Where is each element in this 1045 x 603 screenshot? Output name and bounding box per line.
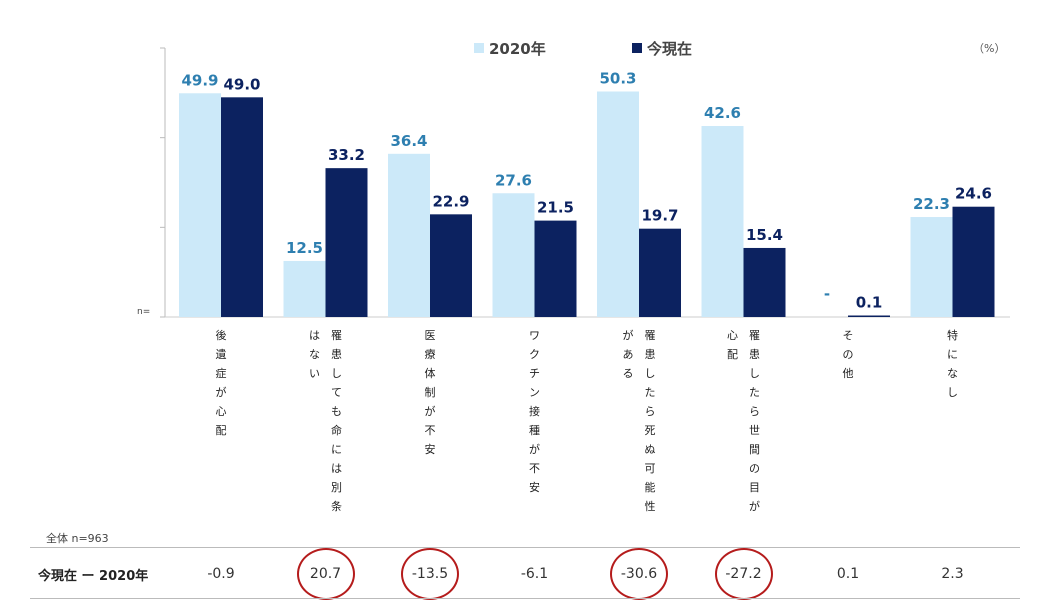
bar-now (221, 97, 263, 317)
category-label: 罹 患 し た ら 死 ぬ 可 能 性 (644, 329, 656, 513)
diff-col-separator (375, 548, 380, 549)
diff-col-separator (480, 548, 485, 549)
diff-col-separator (898, 548, 903, 549)
bar-now (952, 206, 995, 317)
bar-now (534, 220, 577, 317)
data-label-2020: 36.4 (390, 132, 427, 150)
data-label-now: 21.5 (537, 199, 574, 217)
diff-value: -0.9 (207, 566, 235, 582)
bar-now (430, 214, 472, 317)
n-label: n= (137, 307, 151, 317)
diff-row-bottom-line (30, 598, 1020, 599)
bar-2020 (283, 260, 326, 317)
data-label-2020: - (824, 285, 830, 303)
legend-label-now: 今現在 (647, 39, 693, 58)
category-label: 心 配 (727, 329, 738, 361)
data-label-now: 24.6 (955, 185, 992, 203)
bar-2020 (597, 91, 639, 317)
total-sample-label: 全体 n=963 (46, 532, 109, 545)
diff-value: 2.3 (941, 566, 964, 582)
legend-item-2020: 2020年 (474, 38, 546, 58)
category-label: は な い (309, 329, 320, 380)
data-label-now: 15.4 (746, 226, 783, 244)
legend-swatch-2020 (474, 43, 484, 53)
diff-row-title: 今現在 ー 2020年 (38, 569, 149, 584)
data-label-2020: 12.5 (286, 239, 323, 257)
highlight-circle (610, 548, 668, 600)
category-label: 罹 患 し た ら 世 間 の 目 が (749, 329, 760, 513)
diff-row-top-line (30, 547, 1020, 548)
data-label-2020: 42.6 (704, 104, 741, 122)
highlight-circle (401, 548, 459, 600)
data-label-now: 0.1 (856, 294, 883, 312)
unit-label: （%） (973, 42, 1006, 55)
diff-col-separator (584, 548, 589, 549)
diff-value: -6.1 (520, 566, 549, 582)
bar-now (325, 168, 368, 317)
data-label-now: 19.7 (641, 207, 678, 225)
data-label-now: 49.0 (223, 75, 260, 93)
diff-col-separator (271, 548, 276, 549)
diff-value: 0.1 (836, 566, 860, 582)
diff-col-separator (689, 548, 694, 549)
bar-2020 (701, 126, 744, 317)
data-label-2020: 22.3 (913, 195, 950, 213)
bar-2020 (910, 217, 953, 317)
bar-now (743, 247, 786, 317)
category-label: 罹 患 し て も 命 に は 別 条 (331, 329, 342, 513)
highlight-circle (296, 548, 355, 600)
bar-2020 (492, 193, 535, 317)
bar-now (639, 228, 681, 317)
data-label-now: 33.2 (328, 146, 365, 164)
category-label: 医 療 体 制 が 不 安 (424, 329, 436, 456)
legend-swatch-now (632, 43, 642, 53)
category-label: 特 に な し (947, 329, 958, 399)
category-label: そ の 他 (842, 329, 854, 380)
data-label-now: 22.9 (432, 192, 469, 210)
bar-2020 (388, 153, 430, 317)
category-label: 後 遺 症 が 心 配 (215, 329, 227, 437)
data-label-2020: 27.6 (495, 171, 532, 189)
diff-col-separator (793, 548, 798, 549)
legend-item-now: 今現在 (632, 38, 692, 58)
category-label: が あ る (622, 329, 634, 380)
bar-2020 (179, 93, 221, 317)
category-label: ワ ク チ ン 接 種 が 不 安 (529, 329, 540, 494)
bar-now (848, 315, 890, 317)
data-label-2020: 49.9 (181, 71, 218, 89)
legend-label-2020: 2020年 (489, 39, 546, 58)
data-label-2020: 50.3 (599, 69, 636, 87)
highlight-circle (714, 548, 773, 600)
